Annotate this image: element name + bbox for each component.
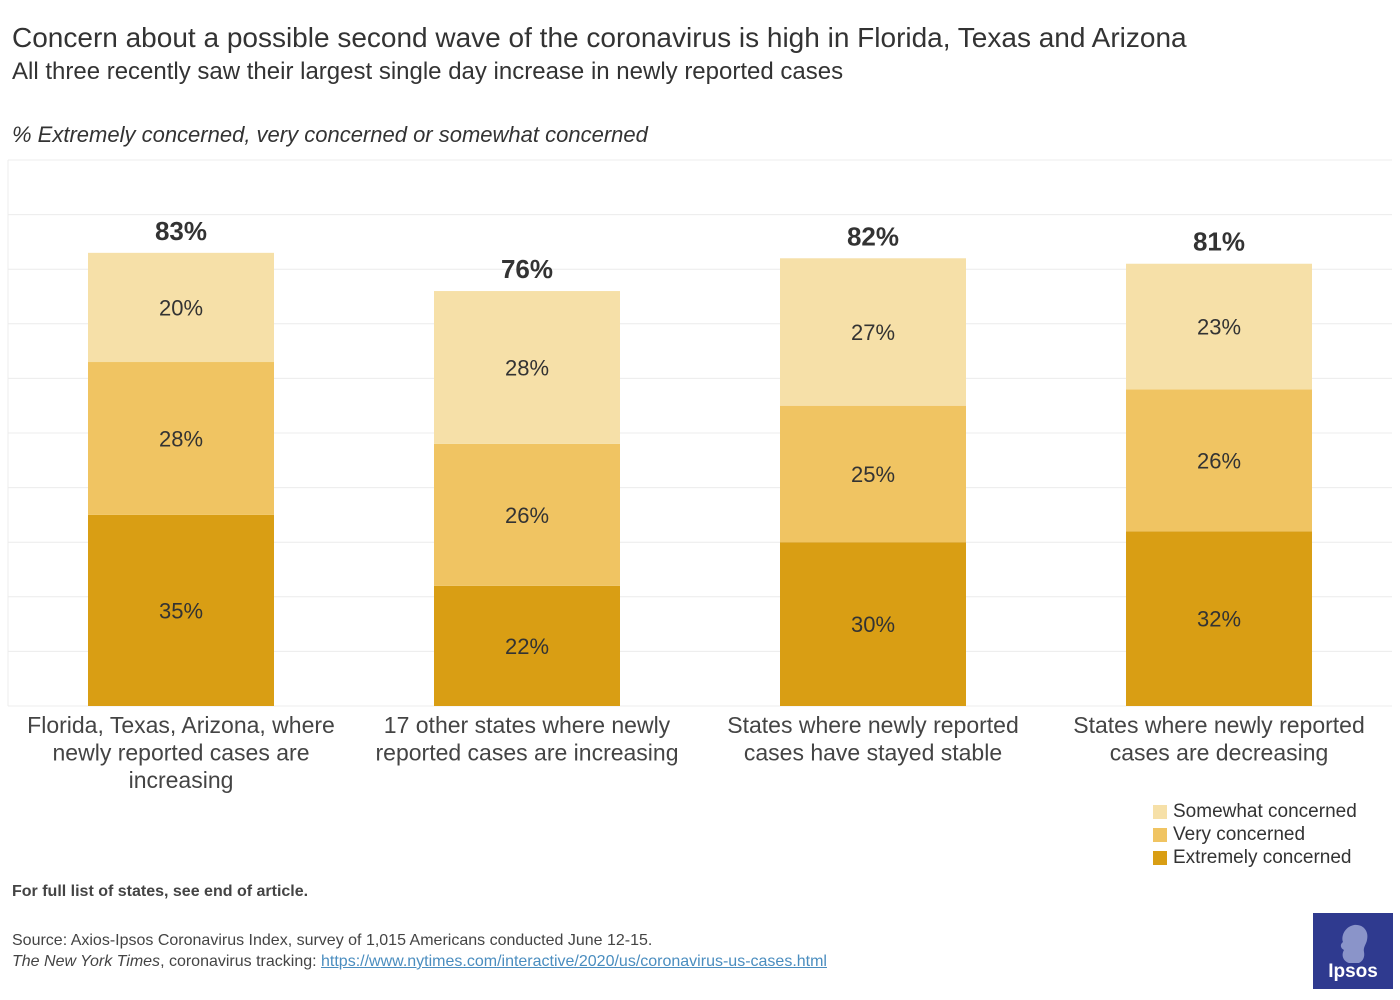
category-label: States where newly reported [1073,712,1365,738]
bar-segment [1126,389,1312,532]
legend-item-very: Very concerned [1153,823,1357,846]
legend: Somewhat concerned Very concerned Extrem… [1153,800,1357,869]
segment-label: 27% [851,320,895,345]
segment-label: 23% [1197,315,1241,340]
bar-segment [780,258,966,406]
logo-text: Ipsos [1328,961,1378,982]
category-label: reported cases are increasing [376,740,679,766]
source-block: Source: Axios-Ipsos Coronavirus Index, s… [12,930,827,972]
legend-label-extremely: Extremely concerned [1173,846,1352,868]
legend-label-very: Very concerned [1173,823,1306,845]
head-profile-icon [1340,924,1368,963]
source-line: Source: Axios-Ipsos Coronavirus Index, s… [12,932,653,949]
category-label: 17 other states where newly [384,712,671,738]
nyt-line: The New York Times, coronavirus tracking… [12,951,827,972]
legend-item-extremely: Extremely concerned [1153,846,1357,869]
category-label: cases are decreasing [1110,740,1329,766]
chart-subtitle: All three recently saw their largest sin… [12,58,844,85]
nyt-link[interactable]: https://www.nytimes.com/interactive/2020… [321,953,827,970]
nyt-name: The New York Times [12,953,161,970]
segment-label: 25% [851,462,895,487]
axis-note: % Extremely concerned, very concerned or… [12,122,648,147]
bar-segment [1126,531,1312,706]
legend-swatch-somewhat [1153,804,1167,819]
legend-swatch-extremely [1153,850,1167,865]
segment-label: 28% [505,355,549,380]
total-label: 81% [1193,227,1245,257]
category-label: newly reported cases are [53,740,310,766]
bar-segment [88,514,274,706]
footnote: For full list of states, see end of arti… [12,883,309,900]
total-label: 83% [155,216,207,246]
category-label: States where newly reported [727,712,1019,738]
segment-label: 22% [505,634,549,659]
category-label: cases have stayed stable [744,740,1002,766]
bar-segment [1126,263,1312,390]
legend-swatch-very [1153,827,1167,842]
stacked-bar-chart: 35% 28% 20% 83% Florida, Texas, Arizona, whe… [7,159,1392,793]
ipsos-logo: Ipsos [1313,913,1393,989]
segment-label: 28% [159,426,203,451]
segment-label: 26% [1197,448,1241,473]
bar-segment [434,291,620,444]
nyt-text: , coronavirus tracking: [160,953,322,970]
legend-label-somewhat: Somewhat concerned [1173,800,1357,822]
category-label: increasing [129,767,234,793]
bar-segment [780,542,966,706]
legend-item-somewhat: Somewhat concerned [1153,800,1357,823]
total-label: 76% [501,254,553,284]
chart-title: Concern about a possible second wave of … [12,22,1187,53]
bar-segment [88,362,274,515]
segment-label: 35% [159,598,203,623]
category-label: Florida, Texas, Arizona, where [27,712,335,738]
segment-label: 26% [505,503,549,528]
bar-segment [780,405,966,543]
bar-segment [434,443,620,586]
segment-label: 32% [1197,607,1241,632]
total-label: 82% [847,221,899,251]
bar-segment [88,252,274,363]
segment-label: 30% [851,612,895,637]
bar-segment [434,585,620,706]
segment-label: 20% [159,295,203,320]
